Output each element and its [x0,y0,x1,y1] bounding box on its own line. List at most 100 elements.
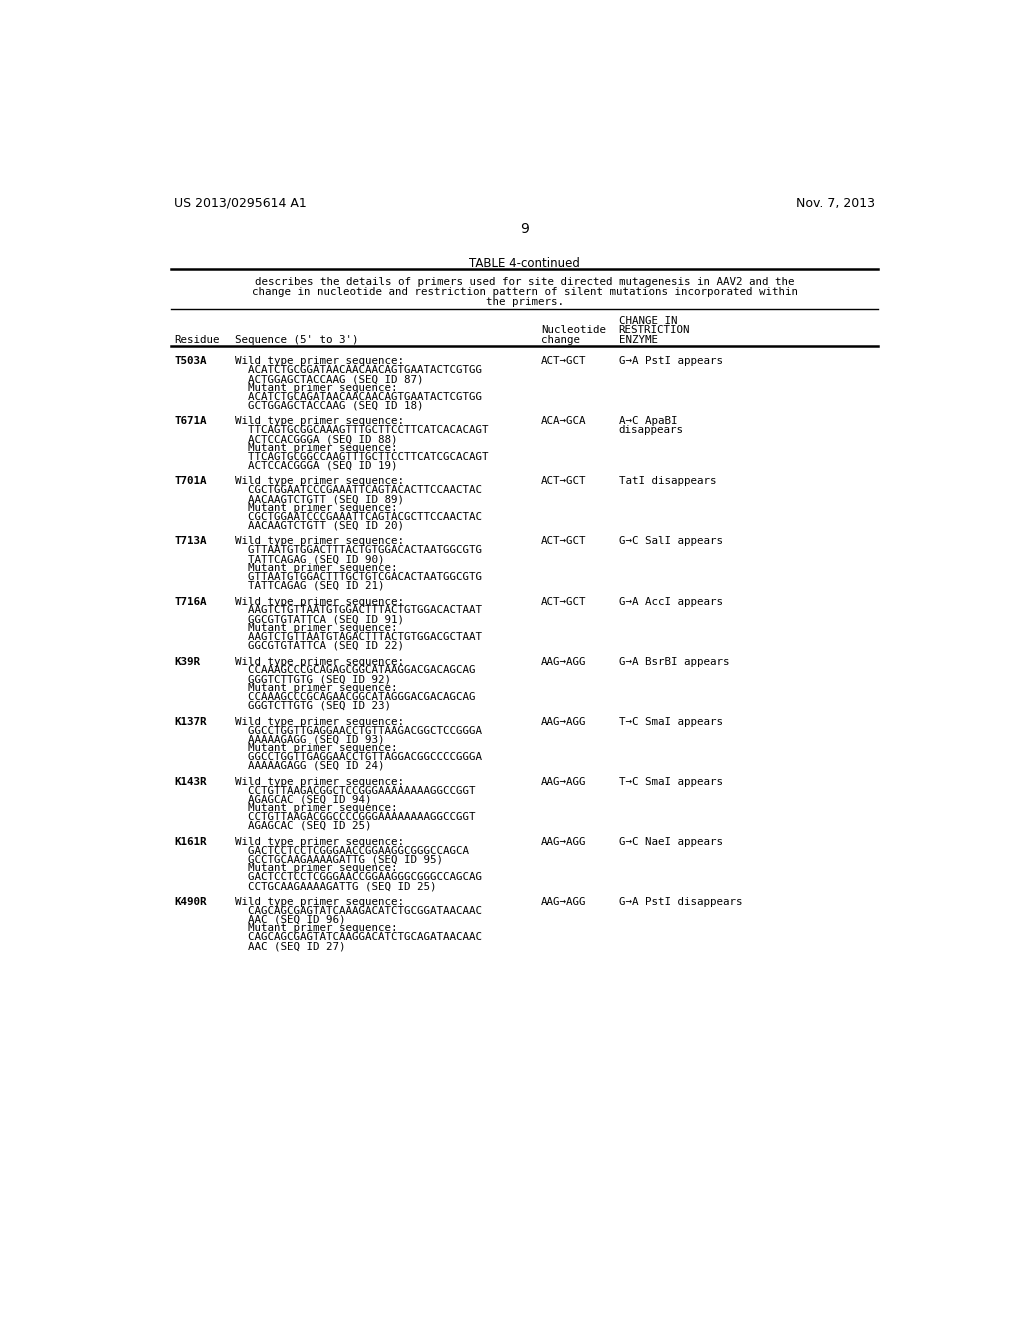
Text: CCTGTTAAGACGGCCCCGGGAAAAAAAAGGCCGGT: CCTGTTAAGACGGCCCCGGGAAAAAAAAGGCCGGT [234,812,475,822]
Text: Wild type primer sequence:: Wild type primer sequence: [234,837,403,846]
Text: Wild type primer sequence:: Wild type primer sequence: [234,896,403,907]
Text: AACAAGTCTGTT (SEQ ID 89): AACAAGTCTGTT (SEQ ID 89) [234,494,403,504]
Text: AAGTCTGTTAATGTAGACTTTACTGTGGACGCTAAT: AAGTCTGTTAATGTAGACTTTACTGTGGACGCTAAT [234,632,482,642]
Text: AAAAAGAGG (SEQ ID 93): AAAAAGAGG (SEQ ID 93) [234,734,384,744]
Text: K490R: K490R [174,896,207,907]
Text: G→A PstI appears: G→A PstI appears [618,356,723,366]
Text: GGCCTGGTTGAGGAACCTGTTAAGACGGCTCCGGGA: GGCCTGGTTGAGGAACCTGTTAAGACGGCTCCGGGA [234,726,482,735]
Text: K137R: K137R [174,717,207,726]
Text: Wild type primer sequence:: Wild type primer sequence: [234,477,403,486]
Text: AAC (SEQ ID 27): AAC (SEQ ID 27) [234,941,345,952]
Text: AAC (SEQ ID 96): AAC (SEQ ID 96) [234,915,345,924]
Text: TTCAGTGCGGCAAAGTTTGCTTCCTTCATCACACAGT: TTCAGTGCGGCAAAGTTTGCTTCCTTCATCACACAGT [234,425,488,436]
Text: TTCAGTGCGGCCAAGTTTGCTTCCTTCATCGCACAGT: TTCAGTGCGGCCAAGTTTGCTTCCTTCATCGCACAGT [234,451,488,462]
Text: CCTGCAAGAAAAGATTG (SEQ ID 25): CCTGCAAGAAAAGATTG (SEQ ID 25) [234,880,436,891]
Text: CAGCAGCGAGTATCAAAGACATCTGCGGATAACAAC: CAGCAGCGAGTATCAAAGACATCTGCGGATAACAAC [234,906,482,916]
Text: Mutant primer sequence:: Mutant primer sequence: [234,743,397,754]
Text: A→C ApaBI: A→C ApaBI [618,416,677,426]
Text: G→A AccI appears: G→A AccI appears [618,597,723,606]
Text: AAG→AGG: AAG→AGG [541,837,587,846]
Text: change: change [541,335,580,345]
Text: GCCTGCAAGAAAAGATTG (SEQ ID 95): GCCTGCAAGAAAAGATTG (SEQ ID 95) [234,854,443,865]
Text: Wild type primer sequence:: Wild type primer sequence: [234,356,403,366]
Text: G→C NaeI appears: G→C NaeI appears [618,837,723,846]
Text: ACATCTGCAGATAACAACAACAGTGAATACTCGTGG: ACATCTGCAGATAACAACAACAGTGAATACTCGTGG [234,392,482,401]
Text: G→A PstI disappears: G→A PstI disappears [618,896,742,907]
Text: Nucleotide: Nucleotide [541,326,606,335]
Text: K39R: K39R [174,656,201,667]
Text: Wild type primer sequence:: Wild type primer sequence: [234,536,403,546]
Text: ACTGGAGCTACCAAG (SEQ ID 87): ACTGGAGCTACCAAG (SEQ ID 87) [234,374,424,384]
Text: CAGCAGCGAGTATCAAGGACATCTGCAGATAACAAC: CAGCAGCGAGTATCAAGGACATCTGCAGATAACAAC [234,932,482,942]
Text: AGAGCAC (SEQ ID 25): AGAGCAC (SEQ ID 25) [234,821,372,832]
Text: CGCTGGAATCCCGAAATTCAGTACACTTCCAACTAC: CGCTGGAATCCCGAAATTCAGTACACTTCCAACTAC [234,486,482,495]
Text: ACATCTGCGGATAACAACAACAGTGAATACTCGTGG: ACATCTGCGGATAACAACAACAGTGAATACTCGTGG [234,366,482,375]
Text: ACT→GCT: ACT→GCT [541,356,587,366]
Text: GGCCTGGTTGAGGAACCTGTTAGGACGGCCCCGGGA: GGCCTGGTTGAGGAACCTGTTAGGACGGCCCCGGGA [234,752,482,762]
Text: T716A: T716A [174,597,207,606]
Text: Wild type primer sequence:: Wild type primer sequence: [234,776,403,787]
Text: T671A: T671A [174,416,207,426]
Text: T713A: T713A [174,536,207,546]
Text: GGCGTGTATTCA (SEQ ID 91): GGCGTGTATTCA (SEQ ID 91) [234,614,403,624]
Text: TatI disappears: TatI disappears [618,477,716,486]
Text: CCTGTTAAGACGGCTCCGGGAAAAAAAAGGCCGGT: CCTGTTAAGACGGCTCCGGGAAAAAAAAGGCCGGT [234,785,475,796]
Text: Residue: Residue [174,335,220,345]
Text: G→C SalI appears: G→C SalI appears [618,536,723,546]
Text: TABLE 4-continued: TABLE 4-continued [469,257,581,271]
Text: ACT→GCT: ACT→GCT [541,536,587,546]
Text: T→C SmaI appears: T→C SmaI appears [618,776,723,787]
Text: CCAAAGCCCGCAGAACGGCATAGGGACGACAGCAG: CCAAAGCCCGCAGAACGGCATAGGGACGACAGCAG [234,692,475,702]
Text: Sequence (5' to 3'): Sequence (5' to 3') [234,335,358,345]
Text: describes the details of primers used for site directed mutagenesis in AAV2 and : describes the details of primers used fo… [255,277,795,286]
Text: CHANGE IN: CHANGE IN [618,317,677,326]
Text: GGCGTGTATTCA (SEQ ID 22): GGCGTGTATTCA (SEQ ID 22) [234,640,403,651]
Text: GGGTCTTGTG (SEQ ID 23): GGGTCTTGTG (SEQ ID 23) [234,701,391,711]
Text: Mutant primer sequence:: Mutant primer sequence: [234,383,397,393]
Text: ACTCCACGGGA (SEQ ID 19): ACTCCACGGGA (SEQ ID 19) [234,461,397,471]
Text: the primers.: the primers. [485,297,564,308]
Text: ACT→GCT: ACT→GCT [541,477,587,486]
Text: Mutant primer sequence:: Mutant primer sequence: [234,804,397,813]
Text: GTTAATGTGGACTTTACTGTGGACACTAATGGCGTG: GTTAATGTGGACTTTACTGTGGACACTAATGGCGTG [234,545,482,556]
Text: Nov. 7, 2013: Nov. 7, 2013 [796,197,876,210]
Text: T503A: T503A [174,356,207,366]
Text: ENZYME: ENZYME [618,335,657,345]
Text: Wild type primer sequence:: Wild type primer sequence: [234,717,403,726]
Text: TATTCAGAG (SEQ ID 90): TATTCAGAG (SEQ ID 90) [234,554,384,564]
Text: disappears: disappears [618,425,684,436]
Text: ACT→GCT: ACT→GCT [541,597,587,606]
Text: T701A: T701A [174,477,207,486]
Text: AACAAGTCTGTT (SEQ ID 20): AACAAGTCTGTT (SEQ ID 20) [234,520,403,531]
Text: CCAAAGCCCGCAGAGCGGCATAAGGACGACAGCAG: CCAAAGCCCGCAGAGCGGCATAAGGACGACAGCAG [234,665,475,676]
Text: AGAGCAC (SEQ ID 94): AGAGCAC (SEQ ID 94) [234,795,372,804]
Text: RESTRICTION: RESTRICTION [618,326,690,335]
Text: T→C SmaI appears: T→C SmaI appears [618,717,723,726]
Text: K143R: K143R [174,776,207,787]
Text: AAG→AGG: AAG→AGG [541,717,587,726]
Text: G→A BsrBI appears: G→A BsrBI appears [618,656,729,667]
Text: change in nucleotide and restriction pattern of silent mutations incorporated wi: change in nucleotide and restriction pat… [252,286,798,297]
Text: ACTCCACGGGA (SEQ ID 88): ACTCCACGGGA (SEQ ID 88) [234,434,397,444]
Text: GGGTCTTGTG (SEQ ID 92): GGGTCTTGTG (SEQ ID 92) [234,675,391,684]
Text: Mutant primer sequence:: Mutant primer sequence: [234,863,397,874]
Text: Wild type primer sequence:: Wild type primer sequence: [234,597,403,606]
Text: GTTAATGTGGACTTTGCTGTCGACACTAATGGCGTG: GTTAATGTGGACTTTGCTGTCGACACTAATGGCGTG [234,572,482,582]
Text: Mutant primer sequence:: Mutant primer sequence: [234,924,397,933]
Text: Mutant primer sequence:: Mutant primer sequence: [234,503,397,513]
Text: K161R: K161R [174,837,207,846]
Text: AAG→AGG: AAG→AGG [541,896,587,907]
Text: Wild type primer sequence:: Wild type primer sequence: [234,656,403,667]
Text: GACTCCTCCTCGGGAACCGGAAGGCGGGCCAGCA: GACTCCTCCTCGGGAACCGGAAGGCGGGCCAGCA [234,846,469,855]
Text: GACTCCTCCTCGGGAACCGGAAGGGCGGGCCAGCAG: GACTCCTCCTCGGGAACCGGAAGGGCGGGCCAGCAG [234,873,482,882]
Text: Mutant primer sequence:: Mutant primer sequence: [234,444,397,453]
Text: AAGTCTGTTAATGTGGACTTTACTGTGGACACTAAT: AAGTCTGTTAATGTGGACTTTACTGTGGACACTAAT [234,606,482,615]
Text: Wild type primer sequence:: Wild type primer sequence: [234,416,403,426]
Text: TATTCAGAG (SEQ ID 21): TATTCAGAG (SEQ ID 21) [234,581,384,591]
Text: CGCTGGAATCCCGAAATTCAGTACGCTTCCAACTAC: CGCTGGAATCCCGAAATTCAGTACGCTTCCAACTAC [234,512,482,521]
Text: Mutant primer sequence:: Mutant primer sequence: [234,623,397,634]
Text: ACA→GCA: ACA→GCA [541,416,587,426]
Text: Mutant primer sequence:: Mutant primer sequence: [234,564,397,573]
Text: 9: 9 [520,222,529,235]
Text: AAG→AGG: AAG→AGG [541,776,587,787]
